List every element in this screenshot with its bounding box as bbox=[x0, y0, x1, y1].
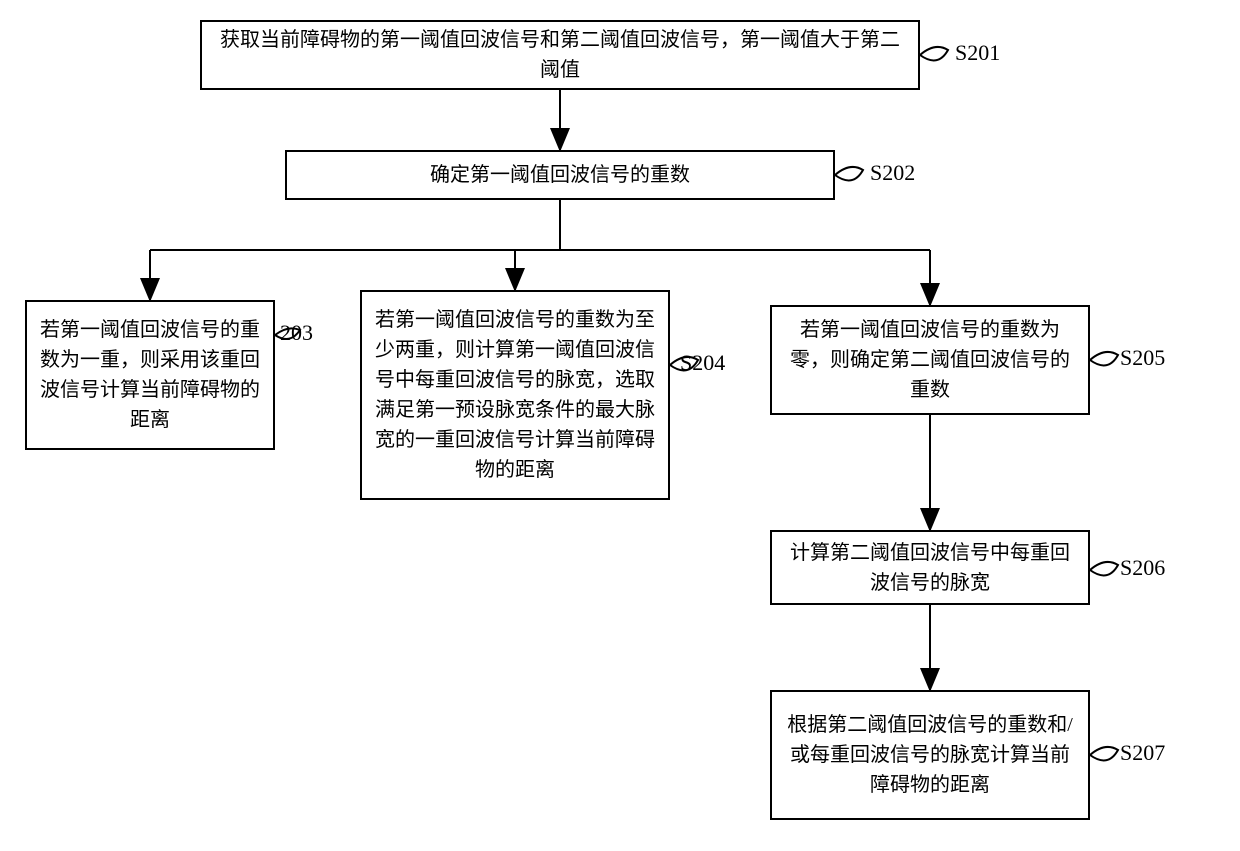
node-text: 若第一阈值回波信号的重数为至少两重，则计算第一阈值回波信号中每重回波信号的脉宽，… bbox=[374, 305, 656, 485]
squiggle-s205 bbox=[1090, 352, 1118, 365]
squiggle-s207 bbox=[1090, 747, 1118, 760]
node-text: 获取当前障碍物的第一阈值回波信号和第二阈值回波信号，第一阈值大于第二阈值 bbox=[214, 25, 906, 85]
label-s201: S201 bbox=[955, 40, 1000, 66]
node-s205: 若第一阈值回波信号的重数为零，则确定第二阈值回波信号的重数 bbox=[770, 305, 1090, 415]
node-text: 计算第二阈值回波信号中每重回波信号的脉宽 bbox=[784, 538, 1076, 598]
label-s203: 203 bbox=[280, 320, 313, 346]
node-text: 根据第二阈值回波信号的重数和/或每重回波信号的脉宽计算当前障碍物的距离 bbox=[784, 710, 1076, 800]
label-s206: S206 bbox=[1120, 555, 1165, 581]
node-s204: 若第一阈值回波信号的重数为至少两重，则计算第一阈值回波信号中每重回波信号的脉宽，… bbox=[360, 290, 670, 500]
node-text: 若第一阈值回波信号的重数为一重，则采用该重回波信号计算当前障碍物的距离 bbox=[39, 315, 261, 435]
node-text: 确定第一阈值回波信号的重数 bbox=[430, 160, 690, 190]
node-s202: 确定第一阈值回波信号的重数 bbox=[285, 150, 835, 200]
label-s204: S204 bbox=[680, 350, 725, 376]
node-text: 若第一阈值回波信号的重数为零，则确定第二阈值回波信号的重数 bbox=[784, 315, 1076, 405]
node-s203: 若第一阈值回波信号的重数为一重，则采用该重回波信号计算当前障碍物的距离 bbox=[25, 300, 275, 450]
squiggle-s202 bbox=[835, 167, 863, 180]
node-s206: 计算第二阈值回波信号中每重回波信号的脉宽 bbox=[770, 530, 1090, 605]
label-s202: S202 bbox=[870, 160, 915, 186]
node-s201: 获取当前障碍物的第一阈值回波信号和第二阈值回波信号，第一阈值大于第二阈值 bbox=[200, 20, 920, 90]
squiggle-s206 bbox=[1090, 562, 1118, 575]
node-s207: 根据第二阈值回波信号的重数和/或每重回波信号的脉宽计算当前障碍物的距离 bbox=[770, 690, 1090, 820]
squiggle-s201 bbox=[920, 47, 948, 60]
label-s207: S207 bbox=[1120, 740, 1165, 766]
label-s205: S205 bbox=[1120, 345, 1165, 371]
